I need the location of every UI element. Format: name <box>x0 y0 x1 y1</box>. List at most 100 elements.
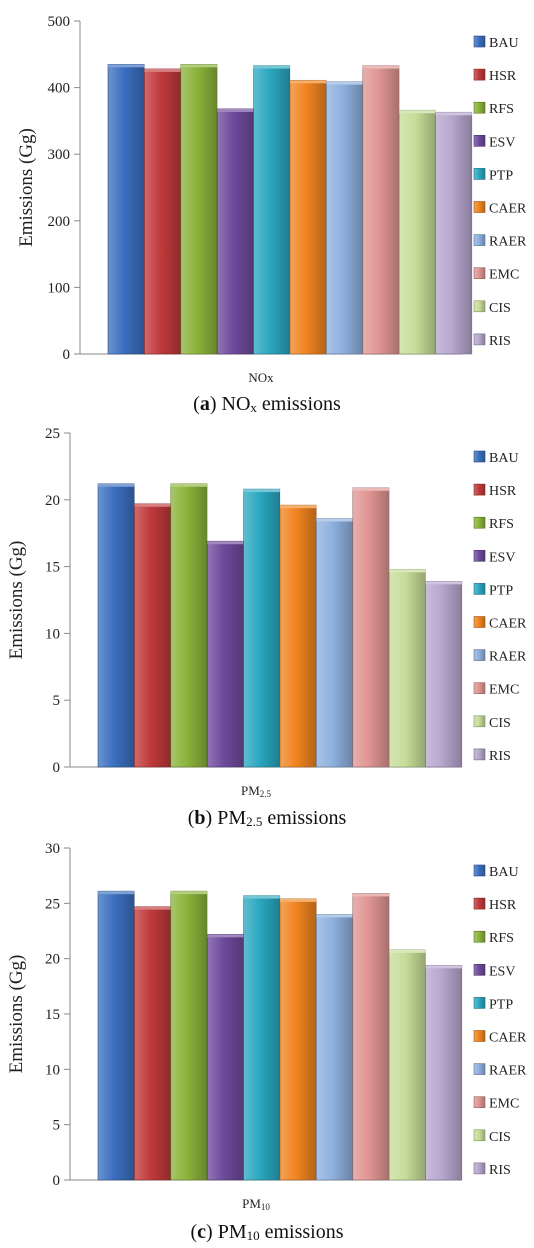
bar-ptp <box>243 895 281 1181</box>
bar-cis <box>398 109 436 355</box>
bar-ris <box>425 580 463 768</box>
legend-label-emc: EMC <box>489 1097 519 1112</box>
bar-cap-raer <box>326 81 363 85</box>
legend-label-esv: ESV <box>489 964 515 979</box>
caption-main: PM <box>218 1221 247 1243</box>
legend-swatch-cis <box>473 1129 486 1142</box>
bar-cap-cis <box>389 949 426 953</box>
legend-swatch-raer <box>473 234 486 246</box>
y-tick-label: 500 <box>48 14 71 30</box>
bar-hsr <box>144 68 181 355</box>
bar-cap-bau <box>98 891 135 895</box>
bar-rfs <box>180 63 218 355</box>
y-tick-label: 200 <box>48 214 71 230</box>
bar-raer <box>326 81 363 355</box>
legend-swatch-caer <box>473 616 486 628</box>
bar-emc <box>352 893 390 1181</box>
y-tick-label: 10 <box>45 626 60 642</box>
legend-label-ris: RIS <box>489 749 511 764</box>
bar-esv <box>216 108 254 355</box>
legend-label-esv: ESV <box>489 550 515 565</box>
bar-cap-ptp <box>243 895 280 899</box>
legend-swatch-raer <box>473 1063 486 1075</box>
legend-swatch-bau <box>473 864 486 877</box>
bar-ptp <box>243 488 281 768</box>
bar-ris <box>435 111 473 355</box>
legend-swatch-hsr <box>473 68 486 81</box>
caption-suffix: emissions <box>262 807 346 829</box>
y-tick-label: 0 <box>53 760 61 776</box>
legend-label-emc: EMC <box>489 683 519 698</box>
legend-swatch-emc <box>473 267 486 280</box>
x-category-label: PM2.5 <box>241 783 272 799</box>
bar-cap-caer <box>280 898 317 902</box>
y-tick-label: 100 <box>48 280 71 296</box>
bar-cap-hsr <box>144 68 181 72</box>
legend-swatch-hsr <box>473 483 486 496</box>
bar-cap-rfs <box>170 891 207 895</box>
bar-cap-rfs <box>180 64 217 68</box>
bar-cap-raer <box>316 914 353 918</box>
bar-cap-caer <box>290 80 327 84</box>
y-tick-label: 20 <box>45 952 60 968</box>
legend-label-caer: CAER <box>489 617 527 632</box>
caption-suffix: emissions <box>257 393 341 415</box>
bar-cap-emc <box>352 487 389 491</box>
legend-label-ptp: PTP <box>489 168 513 183</box>
legend-swatch-cis <box>473 715 486 728</box>
legend-label-cis: CIS <box>489 1130 511 1145</box>
legend-swatch-cis <box>473 300 486 313</box>
legend-swatch-caer <box>473 201 486 213</box>
y-tick-label: 25 <box>45 426 60 442</box>
bar-cis <box>388 949 426 1181</box>
bar-caer <box>289 79 327 355</box>
bar-hsr <box>134 503 171 768</box>
legend-swatch-ris <box>473 1162 486 1175</box>
y-tick-label: 15 <box>45 1007 60 1023</box>
legend-label-caer: CAER <box>489 202 527 217</box>
legend-label-rfs: RFS <box>489 517 514 532</box>
legend-label-esv: ESV <box>489 135 515 150</box>
legend-label-ris: RIS <box>489 1163 511 1178</box>
bar-cap-hsr <box>134 503 171 507</box>
bar-cap-cis <box>399 110 436 114</box>
legend-label-bau: BAU <box>489 451 519 466</box>
legend-label-hsr: HSR <box>489 898 517 913</box>
bar-rfs <box>170 890 208 1181</box>
legend-label-cis: CIS <box>489 716 511 731</box>
legend-label-rfs: RFS <box>489 931 514 946</box>
y-tick-label: 300 <box>48 147 71 163</box>
legend-swatch-raer <box>473 649 486 661</box>
x-category-label: PM10 <box>242 1196 270 1212</box>
x-category-sub: 10 <box>261 1202 271 1212</box>
bar-emc <box>352 487 390 768</box>
y-axis-label: Emissions (Gg) <box>16 128 37 247</box>
legend-swatch-emc <box>473 682 486 695</box>
caption-letter: b <box>194 807 205 829</box>
caption-letter: c <box>197 1221 206 1243</box>
legend-label-raer: RAER <box>489 1064 527 1079</box>
chart-panel-a: 0 100 200 300 400 500 Emissions (Gg) NOx BAU HSR R… <box>16 14 527 415</box>
y-axis-label: Emissions (Gg) <box>6 541 27 660</box>
bar-hsr <box>134 906 171 1181</box>
bar-cap-emc <box>362 65 399 69</box>
legend-swatch-hsr <box>473 897 486 910</box>
caption-main: NO <box>222 393 251 415</box>
bar-cap-ris <box>425 581 462 585</box>
caption-main: PM <box>217 807 246 829</box>
bar-esv <box>206 540 244 768</box>
legend-label-hsr: HSR <box>489 484 517 499</box>
y-tick-label: 5 <box>53 693 61 709</box>
figure-caption-c: (c) PM10 emissions <box>190 1221 343 1243</box>
figure-caption-b: (b) PM2.5 emissions <box>188 807 347 829</box>
bar-bau <box>97 483 135 768</box>
bar-cap-bau <box>98 483 135 487</box>
y-tick-label: 10 <box>45 1062 60 1078</box>
caption-sub: 2.5 <box>246 814 262 829</box>
bar-emc <box>362 65 400 355</box>
legend-swatch-rfs <box>473 101 486 114</box>
caption-letter: a <box>200 393 210 415</box>
